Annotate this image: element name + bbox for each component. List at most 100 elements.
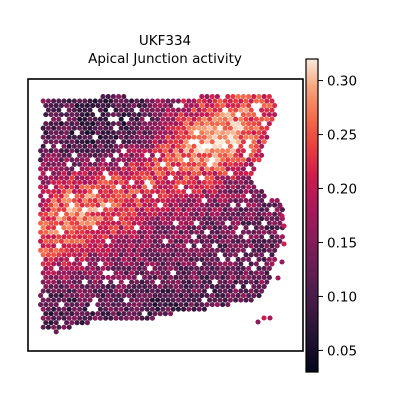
tissue-spot bbox=[191, 252, 197, 258]
tissue-spot bbox=[149, 161, 155, 167]
tissue-spot bbox=[152, 311, 158, 317]
tissue-spot bbox=[173, 184, 179, 190]
tissue-spot bbox=[256, 202, 262, 208]
tissue-spot bbox=[144, 216, 150, 222]
tissue-spot bbox=[209, 220, 215, 226]
tissue-spot bbox=[175, 279, 181, 285]
tissue-spot bbox=[95, 148, 101, 154]
tissue-spot bbox=[222, 297, 228, 303]
tissue-spot bbox=[92, 261, 98, 267]
tissue-spot bbox=[201, 134, 207, 140]
tissue-spot bbox=[58, 103, 64, 109]
tissue-spot bbox=[100, 293, 106, 299]
tissue-spot bbox=[43, 311, 49, 317]
tissue-spot bbox=[248, 252, 254, 258]
tissue-spot bbox=[64, 121, 70, 127]
tissue-spot bbox=[66, 188, 72, 195]
tissue-spot bbox=[105, 130, 111, 136]
tissue-spot bbox=[79, 238, 85, 244]
tissue-spot bbox=[131, 265, 137, 271]
tissue-spot bbox=[142, 220, 148, 226]
tissue-spot bbox=[196, 279, 202, 285]
tissue-spot bbox=[100, 265, 106, 271]
tissue-spot bbox=[264, 134, 270, 140]
tissue-spot bbox=[108, 188, 114, 195]
tissue-spot bbox=[40, 324, 46, 330]
tissue-spot bbox=[97, 170, 103, 176]
tissue-spot bbox=[173, 121, 179, 127]
tissue-spot bbox=[58, 139, 64, 145]
tissue-spot bbox=[144, 315, 150, 321]
tissue-spot bbox=[207, 188, 213, 195]
tissue-spot bbox=[48, 274, 54, 281]
tissue-spot bbox=[168, 202, 174, 208]
tissue-spot bbox=[251, 247, 257, 253]
tissue-spot bbox=[79, 265, 85, 271]
tissue-spot bbox=[209, 274, 215, 281]
tissue-spot bbox=[152, 247, 158, 253]
tissue-spot bbox=[64, 293, 70, 299]
tissue-spot bbox=[82, 198, 88, 204]
tissue-spot bbox=[90, 202, 96, 208]
tissue-spot bbox=[238, 161, 244, 167]
tissue-spot bbox=[233, 98, 239, 104]
tissue-spot bbox=[230, 103, 236, 109]
tissue-spot bbox=[181, 243, 187, 249]
tissue-spot bbox=[217, 143, 223, 149]
tissue-spot bbox=[209, 293, 215, 299]
tissue-spot bbox=[165, 252, 171, 258]
tissue-spot bbox=[105, 184, 111, 190]
tissue-spot bbox=[209, 130, 215, 136]
tissue-spot bbox=[225, 121, 231, 127]
tissue-spot bbox=[186, 161, 192, 167]
tissue-spot bbox=[121, 184, 127, 190]
tissue-spot bbox=[79, 130, 85, 136]
tissue-spot bbox=[90, 238, 96, 244]
tissue-spot bbox=[217, 297, 223, 303]
tissue-spot bbox=[253, 152, 259, 158]
tissue-spot bbox=[53, 184, 59, 190]
tissue-spot bbox=[266, 265, 272, 271]
tissue-spot bbox=[227, 152, 233, 158]
tissue-spot bbox=[129, 216, 135, 222]
tissue-spot bbox=[222, 234, 228, 240]
tissue-spot bbox=[170, 107, 176, 113]
tissue-spot bbox=[129, 207, 135, 213]
tissue-spot bbox=[40, 143, 46, 149]
tissue-spot bbox=[51, 288, 57, 294]
tissue-spot bbox=[243, 161, 249, 167]
tissue-spot bbox=[220, 193, 226, 199]
tissue-spot bbox=[66, 270, 72, 276]
tissue-spot bbox=[103, 198, 109, 204]
tissue-spot bbox=[246, 229, 252, 235]
tissue-spot bbox=[45, 252, 51, 258]
tissue-spot bbox=[108, 279, 114, 285]
tissue-spot bbox=[77, 207, 83, 213]
tissue-spot bbox=[259, 152, 265, 158]
tissue-spot bbox=[43, 112, 49, 118]
tissue-spot bbox=[110, 265, 116, 271]
tissue-spot bbox=[178, 175, 184, 181]
tissue-spot bbox=[222, 170, 228, 176]
tissue-spot bbox=[147, 247, 153, 253]
tissue-spot bbox=[233, 161, 239, 167]
tissue-spot bbox=[220, 184, 226, 190]
tissue-spot bbox=[155, 225, 161, 231]
tissue-spot bbox=[82, 161, 88, 167]
tissue-spot bbox=[77, 143, 83, 149]
tissue-spot bbox=[87, 134, 93, 140]
tissue-spot bbox=[126, 184, 132, 190]
tissue-spot bbox=[134, 134, 140, 140]
tissue-spot bbox=[121, 211, 127, 217]
tissue-spot bbox=[74, 238, 80, 244]
tissue-spot bbox=[170, 170, 176, 176]
tissue-spot bbox=[118, 306, 124, 312]
tissue-spot bbox=[261, 112, 267, 118]
tissue-spot bbox=[225, 184, 231, 190]
tissue-spot bbox=[61, 261, 67, 267]
tissue-spot bbox=[84, 293, 90, 299]
tissue-spot bbox=[103, 297, 109, 303]
tissue-spot bbox=[199, 121, 205, 127]
tissue-spot bbox=[131, 274, 137, 281]
tissue-spot bbox=[69, 229, 75, 235]
